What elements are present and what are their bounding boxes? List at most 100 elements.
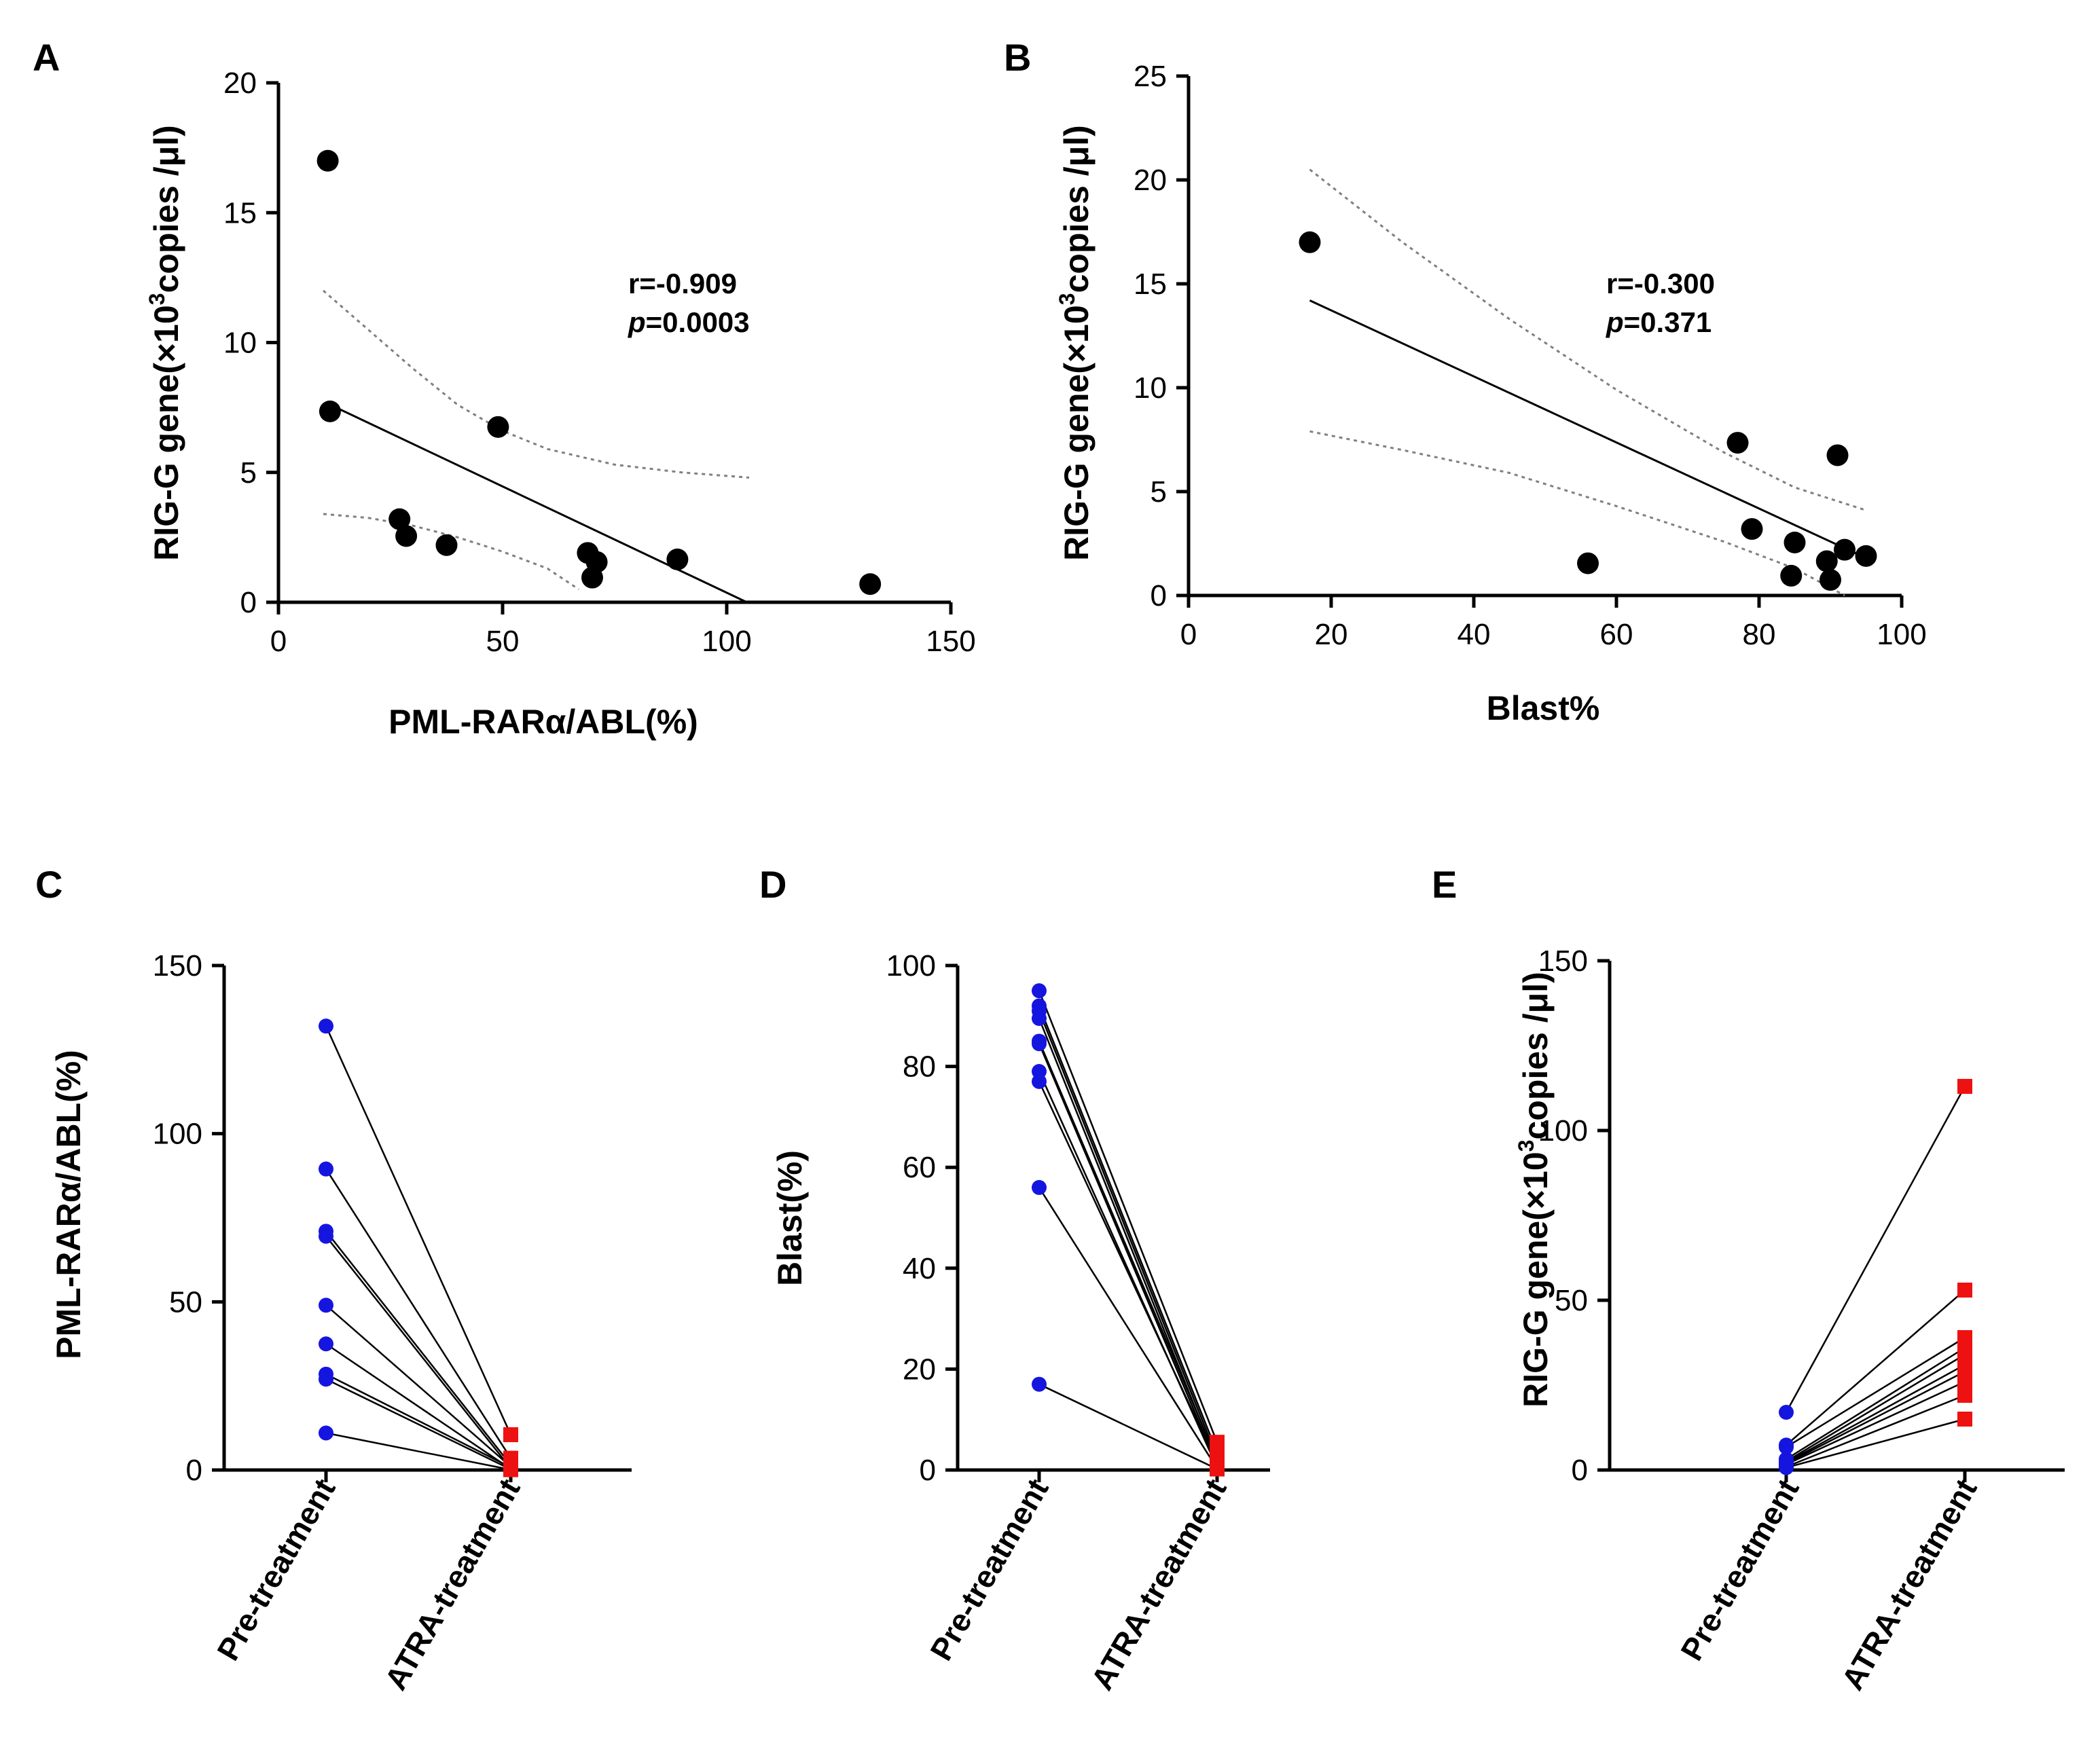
- panel-e-paired: E 0 50 100 150 RIG-G gene(×103copies /μl) P…: [1432, 863, 2065, 1695]
- panel-d-pre-point: [1032, 1036, 1047, 1052]
- panel-a-x-axis-title: PML-RARα/ABL(%): [388, 703, 698, 741]
- panel-b-data-point: [1826, 444, 1849, 466]
- panel-d-y-tick-label: 40: [903, 1252, 936, 1285]
- panel-c-y-tick-label: 0: [186, 1454, 202, 1487]
- panel-e-pre-point: [1779, 1405, 1794, 1420]
- panel-d-y-tick-label: 20: [903, 1353, 936, 1386]
- panel-d-pair-line: [1038, 1010, 1218, 1458]
- panel-e-atra-point: [1957, 1283, 1972, 1298]
- panel-c-pre-point: [319, 1372, 333, 1387]
- panel-c-pair-line: [325, 1304, 511, 1467]
- panel-d-pre-point: [1032, 983, 1047, 999]
- panel-c-y-tick-label: 100: [153, 1118, 202, 1151]
- panel-d-pair-line: [1038, 1187, 1218, 1469]
- panel-b-data-point: [1780, 564, 1803, 587]
- panel-a-data-point: [581, 566, 603, 589]
- panel-c-pre-point: [319, 1228, 333, 1244]
- panel-b-x-tick-label: 20: [1315, 618, 1348, 651]
- panel-b-y-tick-label: 10: [1134, 371, 1167, 405]
- panel-e-atra-point: [1957, 1388, 1972, 1403]
- panel-e-pre-point: [1779, 1460, 1794, 1475]
- panel-b-x-tick-label: 40: [1458, 618, 1491, 651]
- panel-a-data-point: [435, 534, 458, 556]
- panel-b-y-axis-title: RIG-G gene(×103copies /μl): [1055, 125, 1096, 561]
- panel-b-data-point: [1741, 518, 1763, 540]
- panel-c-pre-point: [319, 1425, 333, 1441]
- panel-e-category-pre: Pre-treatment: [1673, 1473, 1806, 1666]
- panel-letter-d: D: [759, 863, 786, 906]
- panel-b-data-point: [1299, 231, 1321, 253]
- panel-e-y-tick-label: 100: [1538, 1114, 1588, 1147]
- panel-a-r-value: r=-0.909: [628, 268, 737, 299]
- panel-e-y-tick-label: 50: [1555, 1284, 1588, 1317]
- panel-d-atra-point: [1210, 1461, 1225, 1477]
- panel-d-y-tick-label: 60: [903, 1151, 936, 1184]
- panel-e-atra-point: [1957, 1412, 1972, 1427]
- panel-b-y-tick-label: 15: [1134, 268, 1167, 301]
- panel-a-y-tick-label: 10: [223, 327, 257, 360]
- panel-a-ci-lower-band: [323, 513, 580, 591]
- panel-a-data-point: [487, 416, 509, 438]
- panel-d-y-tick-label: 100: [886, 949, 936, 982]
- panel-b-x-tick-label: 0: [1180, 618, 1197, 651]
- panel-a-ci-upper-band: [323, 289, 750, 479]
- panel-d-pair-line: [1038, 1005, 1218, 1453]
- panel-b-x-axis-title: Blast%: [1487, 689, 1600, 727]
- panel-b-data-point: [1784, 531, 1806, 553]
- panel-a-scatter: A 0 50 100 150 0 5 10 15 20 PML-RARα/ABL(%) RIG-…: [33, 36, 976, 741]
- panel-e-atra-point: [1957, 1079, 1972, 1094]
- panel-e-y-tick-label: 150: [1538, 944, 1588, 978]
- panel-a-x-tick-label: 150: [926, 625, 975, 658]
- panel-a-data-point: [319, 400, 341, 422]
- panel-a-x-tick-label: 50: [486, 625, 520, 658]
- panel-b-p-value: p=0.371: [1606, 306, 1712, 338]
- panel-e-pair-line: [1786, 1336, 1966, 1448]
- panel-a-y-tick-label: 15: [223, 196, 257, 229]
- panel-a-y-tick-label: 20: [223, 67, 257, 100]
- panel-c-pair-line: [325, 1343, 511, 1470]
- panel-e-y-tick-label: 0: [1572, 1454, 1588, 1487]
- panel-c-y-tick-label: 50: [169, 1285, 202, 1319]
- panel-a-y-tick-label: 5: [240, 456, 257, 490]
- panel-letter-c: C: [35, 863, 62, 906]
- panel-e-pair-line: [1785, 1086, 1966, 1413]
- panel-d-y-tick-label: 80: [903, 1050, 936, 1084]
- panel-e-pair-line: [1786, 1380, 1966, 1465]
- panel-d-pre-point: [1032, 1179, 1047, 1195]
- panel-b-x-tick-label: 100: [1877, 618, 1926, 651]
- panel-b-data-point: [1726, 432, 1749, 454]
- panel-b-data-point: [1577, 552, 1599, 574]
- panel-d-y-axis-title: Blast(%): [771, 1150, 809, 1286]
- panel-d-category-pre: Pre-treatment: [923, 1473, 1055, 1666]
- panel-a-data-point: [388, 508, 411, 530]
- panel-e-pair-line: [1786, 1418, 1966, 1469]
- panel-a-y-tick-label: 0: [240, 586, 257, 619]
- panel-c-category-pre: Pre-treatment: [210, 1473, 342, 1666]
- panel-e-pair-line: [1786, 1370, 1966, 1465]
- panel-c-pair-line: [325, 1378, 511, 1471]
- panel-c-atra-point: [503, 1462, 518, 1477]
- panel-b-y-tick-label: 20: [1134, 164, 1167, 197]
- panel-c-category-atra: ATRA-treatment: [378, 1473, 527, 1695]
- panel-a-y-axis-title: RIG-G gene(×103copies /μl): [145, 125, 185, 561]
- panel-e-pair-line: [1786, 1394, 1966, 1468]
- panel-d-pair-line: [1038, 1081, 1218, 1465]
- panel-e-y-axis-title: RIG-G gene(×103copies /μl): [1514, 972, 1555, 1408]
- panel-d-y-tick-label: 0: [920, 1454, 936, 1487]
- panel-b-regression-line: [1309, 299, 1867, 559]
- panel-d-category-atra: ATRA-treatment: [1084, 1473, 1233, 1695]
- panel-e-plot-area: 0 50 100 150: [1538, 944, 2065, 1487]
- panel-c-y-axis-title: PML-RARα/ABL(%): [50, 1050, 88, 1359]
- panel-c-paired: C 0 50 100 150 PML-RARα/ABL(%) Pre-treatmen…: [35, 863, 632, 1695]
- panel-c-pair-line: [325, 1025, 512, 1435]
- panel-a-x-tick-label: 0: [270, 625, 287, 658]
- panel-b-plot-area: 0 20 40 60 80 100 0 5 10 15 20 25: [1134, 60, 1927, 651]
- panel-e-atra-point: [1957, 1374, 1972, 1389]
- panel-c-pair-line: [325, 1230, 511, 1466]
- panel-d-pair-line: [1038, 1040, 1218, 1461]
- panel-b-data-point: [1855, 545, 1877, 567]
- panel-c-pre-point: [319, 1336, 333, 1352]
- panel-d-pair-line: [1038, 1383, 1218, 1470]
- panel-a-plot-area: 0 50 100 150 0 5 10 15 20: [223, 67, 976, 658]
